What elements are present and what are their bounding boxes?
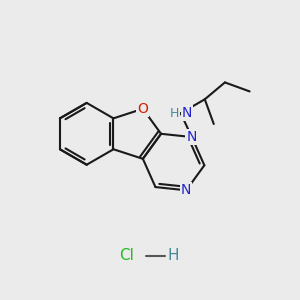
Text: H: H <box>168 248 179 263</box>
Text: N: N <box>181 183 191 197</box>
Text: N: N <box>182 106 192 120</box>
Text: Cl: Cl <box>119 248 134 263</box>
Text: O: O <box>137 102 148 116</box>
Text: H: H <box>169 107 179 120</box>
Text: N: N <box>187 130 197 144</box>
